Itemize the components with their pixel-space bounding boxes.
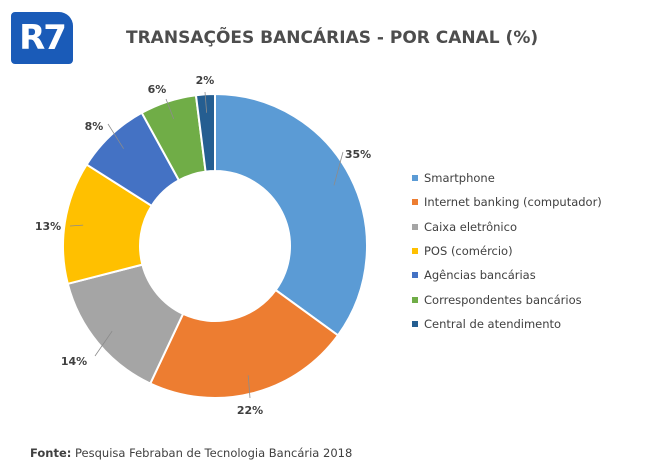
data-label-caixa-eletronico: 14% xyxy=(61,355,87,368)
legend-item-caixa-eletronico: Caixa eletrônico xyxy=(412,215,602,239)
legend-item-internet-banking-computador: Internet banking (computador) xyxy=(412,190,602,214)
slice-internet-banking-computador xyxy=(148,288,340,399)
legend-swatch xyxy=(412,320,418,327)
legend-item-agencias-bancarias: Agências bancárias xyxy=(412,263,602,287)
legend-label: Internet banking (computador) xyxy=(424,195,602,210)
legend-item-pos-comercio: POS (comércio) xyxy=(412,239,602,263)
slice-smartphone xyxy=(214,92,368,337)
legend-swatch xyxy=(412,296,418,303)
leader-line-correspondentes-bancarios xyxy=(165,98,175,120)
legend-label: Agências bancárias xyxy=(424,268,536,283)
data-label-correspondentes-bancarios: 6% xyxy=(148,83,167,96)
source-note: Fonte: Pesquisa Febraban de Tecnologia B… xyxy=(30,446,352,460)
source-text: Pesquisa Febraban de Tecnologia Bancária… xyxy=(71,446,353,460)
legend-item-correspondentes-bancarios: Correspondentes bancários xyxy=(412,287,602,311)
data-label-central-de-atendimento: 2% xyxy=(196,74,215,87)
source-label: Fonte: xyxy=(30,446,72,460)
leader-line-caixa-eletronico xyxy=(94,330,113,357)
data-label-internet-banking-computador: 22% xyxy=(237,404,263,417)
legend-item-central-de-atendimento: Central de atendimento xyxy=(412,312,602,336)
chart-legend: Smartphone Internet banking (computador) C… xyxy=(412,166,602,336)
legend-swatch xyxy=(412,175,418,182)
leader-line-internet-banking-computador xyxy=(247,375,251,399)
legend-swatch xyxy=(412,248,418,255)
leader-line-smartphone xyxy=(333,151,344,186)
legend-swatch xyxy=(412,199,418,206)
legend-swatch xyxy=(412,223,418,230)
r7-logo: R7 xyxy=(11,12,73,64)
slice-central-de-atendimento xyxy=(194,92,216,173)
data-label-pos-comercio: 13% xyxy=(35,220,61,233)
leader-line-central-de-atendimento xyxy=(204,91,208,113)
data-label-smartphone: 35% xyxy=(345,148,371,161)
legend-label: Caixa eletrônico xyxy=(424,219,517,234)
legend-label: Smartphone xyxy=(424,171,495,186)
legend-swatch xyxy=(412,272,418,279)
leader-line-agencias-bancarias xyxy=(107,123,124,149)
legend-label: Central de atendimento xyxy=(424,316,562,331)
legend-label: Correspondentes bancários xyxy=(424,292,582,307)
legend-label: POS (comércio) xyxy=(424,244,513,259)
chart-title: TRANSAÇÕES BANCÁRIAS - POR CANAL (%) xyxy=(126,28,539,48)
data-label-agencias-bancarias: 8% xyxy=(85,120,104,133)
leader-line-pos-comercio xyxy=(69,224,84,227)
legend-item-smartphone: Smartphone xyxy=(412,166,602,190)
